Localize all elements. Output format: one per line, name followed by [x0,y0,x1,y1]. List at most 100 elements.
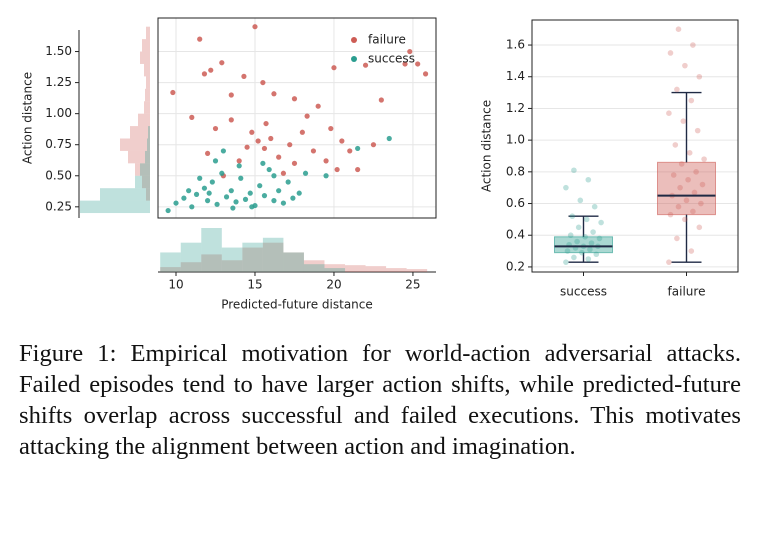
jitter-point [582,234,588,240]
y-hist-bar [140,51,150,64]
jitter-point [563,259,569,265]
y-axis-label: Action distance [21,72,35,164]
jitter-point [579,249,585,256]
point [247,190,253,196]
box [657,161,716,216]
y-tick-label: 1.0 [506,133,525,147]
point [339,138,345,144]
jitter-point [696,73,703,80]
jitter-point [593,251,600,258]
point [315,103,321,109]
point [233,199,239,205]
x-hist-bar [180,262,202,272]
point [208,67,214,73]
jitter-point [675,26,682,32]
point [304,113,310,119]
point [334,166,340,173]
y-hist-bar [138,113,150,127]
y-hist-bar [140,163,150,176]
jitter-point [571,167,577,174]
y-hist-bar [144,101,150,114]
y-tick-label: 0.75 [45,137,72,151]
jitter-point [666,110,672,116]
jitter-point [596,235,603,242]
jitter-point [583,216,590,223]
y-hist-bar [142,175,150,189]
y-tick-label: 0.8 [506,164,525,178]
point [407,48,413,55]
point [261,193,268,199]
jitter-point [677,184,683,191]
point [220,148,226,154]
point [266,166,272,173]
jitter-point [693,169,699,175]
jitter-point [683,197,690,204]
point [355,145,361,152]
point [241,73,247,79]
point [228,188,234,194]
jitter-point [571,254,577,261]
point [165,207,171,214]
x-hist-bar [386,268,407,272]
x-hist-bar [324,264,346,272]
jitter-point [686,150,693,156]
y-tick-label: 1.25 [45,75,72,89]
y-tick-label: 0.6 [506,196,525,210]
jitter-point [575,224,582,231]
y-hist-bar [135,175,150,189]
jitter-point [682,62,688,69]
y-tick-label: 0.4 [506,228,525,242]
x-hist-bar [242,242,263,272]
point [249,129,255,135]
point [290,195,296,201]
x-hist-bar [262,237,284,272]
jitter-point [674,235,680,242]
point [223,194,230,200]
jitter-point [563,184,569,191]
point [204,150,211,157]
y-hist-bar [120,138,150,151]
point [268,135,274,142]
point [249,204,255,210]
jitter-point [574,238,580,245]
y-tick-label: 1.50 [45,44,72,58]
x-hist-bar [180,242,202,272]
caption: Figure 1: Empirical motivation for world… [19,340,741,460]
jitter-point [680,118,687,124]
point [244,144,250,150]
jitter-point [588,240,595,246]
jitter-point [666,259,672,265]
point [263,120,269,127]
point [228,117,234,123]
point [331,65,337,71]
point [271,91,277,97]
legend-marker [351,56,357,62]
point [181,195,187,201]
y-hist-bar [80,200,150,214]
y-hist-bar [146,26,150,40]
figure: 10 15 20 25 0.25 0.50 0.75 1.00 1.25 1.50 failure s… [21,17,739,312]
y-hist-bar [145,88,150,102]
point [285,179,291,185]
y-hist-bar [130,126,150,139]
y-hist-bar [146,188,150,201]
jitter-point [690,42,696,48]
legend-label: success [368,52,415,66]
point [230,205,236,211]
point [228,92,234,98]
point [347,148,353,154]
x-hist-bar [283,252,304,272]
y-hist-bar [128,150,150,164]
legend-label: failure [368,33,406,47]
y-tick-label: 0.50 [45,168,72,182]
jitter-point [690,208,696,215]
y-tick-label: 1.6 [506,38,525,52]
point [287,142,293,148]
point [238,175,244,181]
point [257,183,263,189]
x-hist-bar [406,269,428,272]
jitter-point [685,176,691,183]
x-hist-bar [221,247,243,272]
jitter-point [696,224,703,231]
point [302,170,309,176]
